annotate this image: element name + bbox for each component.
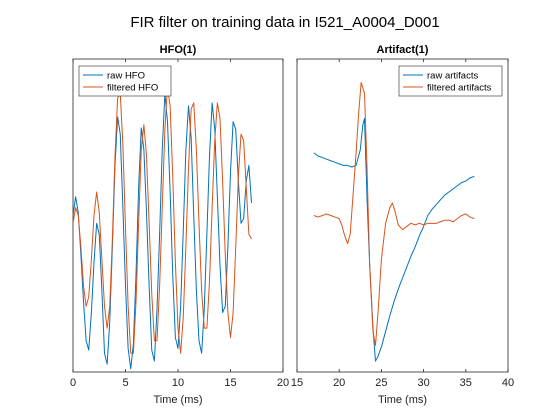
legend-entry: filtered HFO [107, 83, 158, 94]
legend-box [398, 65, 503, 97]
series-line-raw-artifacts [313, 117, 475, 362]
x-tick-label: 35 [460, 377, 472, 389]
figure-title: FIR filter on training data in I521_A000… [130, 14, 439, 31]
x-tick-label: 25 [375, 377, 387, 389]
x-tick-label: 10 [172, 377, 184, 389]
x-tick-label: 5 [122, 377, 128, 389]
x-axis-label: Time (ms) [153, 394, 202, 406]
legend-entry: filtered artifacts [427, 83, 492, 94]
x-axis-label: Time (ms) [378, 394, 427, 406]
x-tick-label: 0 [70, 377, 76, 389]
axes-artifact: Artifact(1) 15 20 25 30 35 40 Time (ms) raw arti… [291, 44, 514, 406]
x-tick-label: 20 [333, 377, 345, 389]
x-tick-label: 40 [502, 377, 514, 389]
x-tick-label: 15 [224, 377, 236, 389]
series-line-filtered-HFO [73, 86, 252, 354]
axes-title: Artifact(1) [377, 44, 429, 56]
axes-frame [296, 58, 509, 373]
x-tick-label: 30 [417, 377, 429, 389]
series-line-filtered-artifacts [313, 81, 475, 346]
axes-title: HFO(1) [160, 44, 197, 56]
legend-box [78, 65, 172, 97]
legend-entry: raw HFO [107, 71, 145, 82]
x-tick-label: 15 [291, 377, 303, 389]
x-tick-label: 20 [277, 377, 289, 389]
series-line-raw-HFO [73, 92, 252, 370]
legend-entry: raw artifacts [427, 71, 478, 82]
